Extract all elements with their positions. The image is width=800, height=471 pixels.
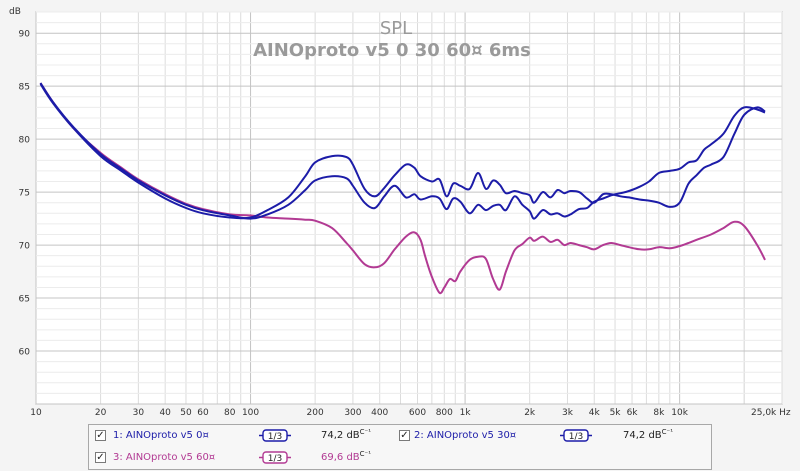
y-tick-label: 70 [19,242,31,252]
chart-title: SPL [380,18,412,39]
x-tick-label: 5k [610,408,622,418]
x-tick-label: 1k [460,408,472,418]
x-tick-label: 800 [436,408,453,418]
series-line-2 [39,82,766,220]
x-tick-label: 6k [627,408,639,418]
x-tick-label: 25,0k Hz [751,408,791,418]
x-tick-label: 100 [242,408,259,418]
legend-value-text-1: 74,2 dB [321,430,360,441]
x-tick-label: 10 [30,408,42,418]
legend-checkbox-2[interactable]: ✓ [399,430,410,441]
legend-value-3: 69,6 dBC⁻¹ [321,449,371,467]
legend-label-3: 3: AINOproto v5 60¤ [113,452,216,463]
series-lines [39,82,766,295]
legend-value-1: 74,2 dBC⁻¹ [321,427,371,445]
x-tick-label: 3k [562,408,574,418]
y-axis-label: dB [9,7,21,17]
x-tick-label: 20 [95,408,107,418]
axis-ticks: 90 85 80 75 70 65 60 10 20 30 40 50 60 80 100 200 300 400… [19,30,791,418]
x-tick-label: 8k [653,408,665,418]
x-tick-label: 400 [371,408,388,418]
y-tick-label: 80 [19,136,31,146]
series-line-3 [39,82,766,295]
spl-chart: 90 85 80 75 70 65 60 10 20 30 40 50 60 80 100 200 300 400… [9,7,791,418]
y-tick-label: 65 [19,295,30,305]
y-tick-label: 90 [19,30,31,40]
smoothing-label-1: 1/3 [268,432,282,442]
chart-subtitle: AINOproto v5 0 30 60¤ 6ms [253,40,531,61]
x-tick-label: 10k [671,408,688,418]
legend-label-2: 2: AINOproto v5 30¤ [414,430,517,441]
x-tick-label: 80 [224,408,236,418]
smoothing-label-3: 1/3 [268,454,282,464]
legend-value-unit-1: C⁻¹ [359,428,372,436]
x-tick-label: 300 [344,408,361,418]
y-tick-label: 75 [19,189,30,199]
x-tick-label: 4k [589,408,601,418]
legend-value-text-2: 74,2 dB [623,430,662,441]
plot-background [35,11,783,405]
x-tick-label: 200 [307,408,324,418]
x-tick-label: 40 [159,408,171,418]
legend-checkbox-1[interactable]: ✓ [95,430,106,441]
legend-item-3[interactable]: ✓ 3: AINOproto v5 60¤ 1/3 69,6 dBC⁻¹ [95,449,395,467]
x-tick-label: 30 [133,408,145,418]
legend-item-2[interactable]: ✓ 2: AINOproto v5 30¤ 1/3 74,2 dBC⁻¹ [399,427,699,445]
legend-value-unit-2: C⁻¹ [661,428,674,436]
legend-label-1: 1: AINOproto v5 0¤ [113,430,209,441]
legend-checkbox-3[interactable]: ✓ [95,452,106,463]
smoothing-icon-2[interactable]: 1/3 [560,429,592,442]
smoothing-icon-1[interactable]: 1/3 [259,429,291,442]
y-tick-label: 60 [19,348,31,358]
legend-value-unit-3: C⁻¹ [359,450,372,458]
smoothing-label-2: 1/3 [569,432,583,442]
x-tick-label: 50 [180,408,192,418]
legend-panel: ✓ 1: AINOproto v5 0¤ 1/3 74,2 dBC⁻¹ ✓ 2:… [88,424,712,470]
y-tick-label: 85 [19,83,30,93]
x-tick-label: 60 [197,408,209,418]
legend-item-1[interactable]: ✓ 1: AINOproto v5 0¤ 1/3 74,2 dBC⁻¹ [95,427,395,445]
legend-value-text-3: 69,6 dB [321,452,360,463]
x-tick-label: 2k [524,408,536,418]
smoothing-icon-3[interactable]: 1/3 [259,451,291,464]
series-line-1 [39,83,766,220]
legend-value-2: 74,2 dBC⁻¹ [623,427,673,445]
x-tick-label: 600 [409,408,426,418]
